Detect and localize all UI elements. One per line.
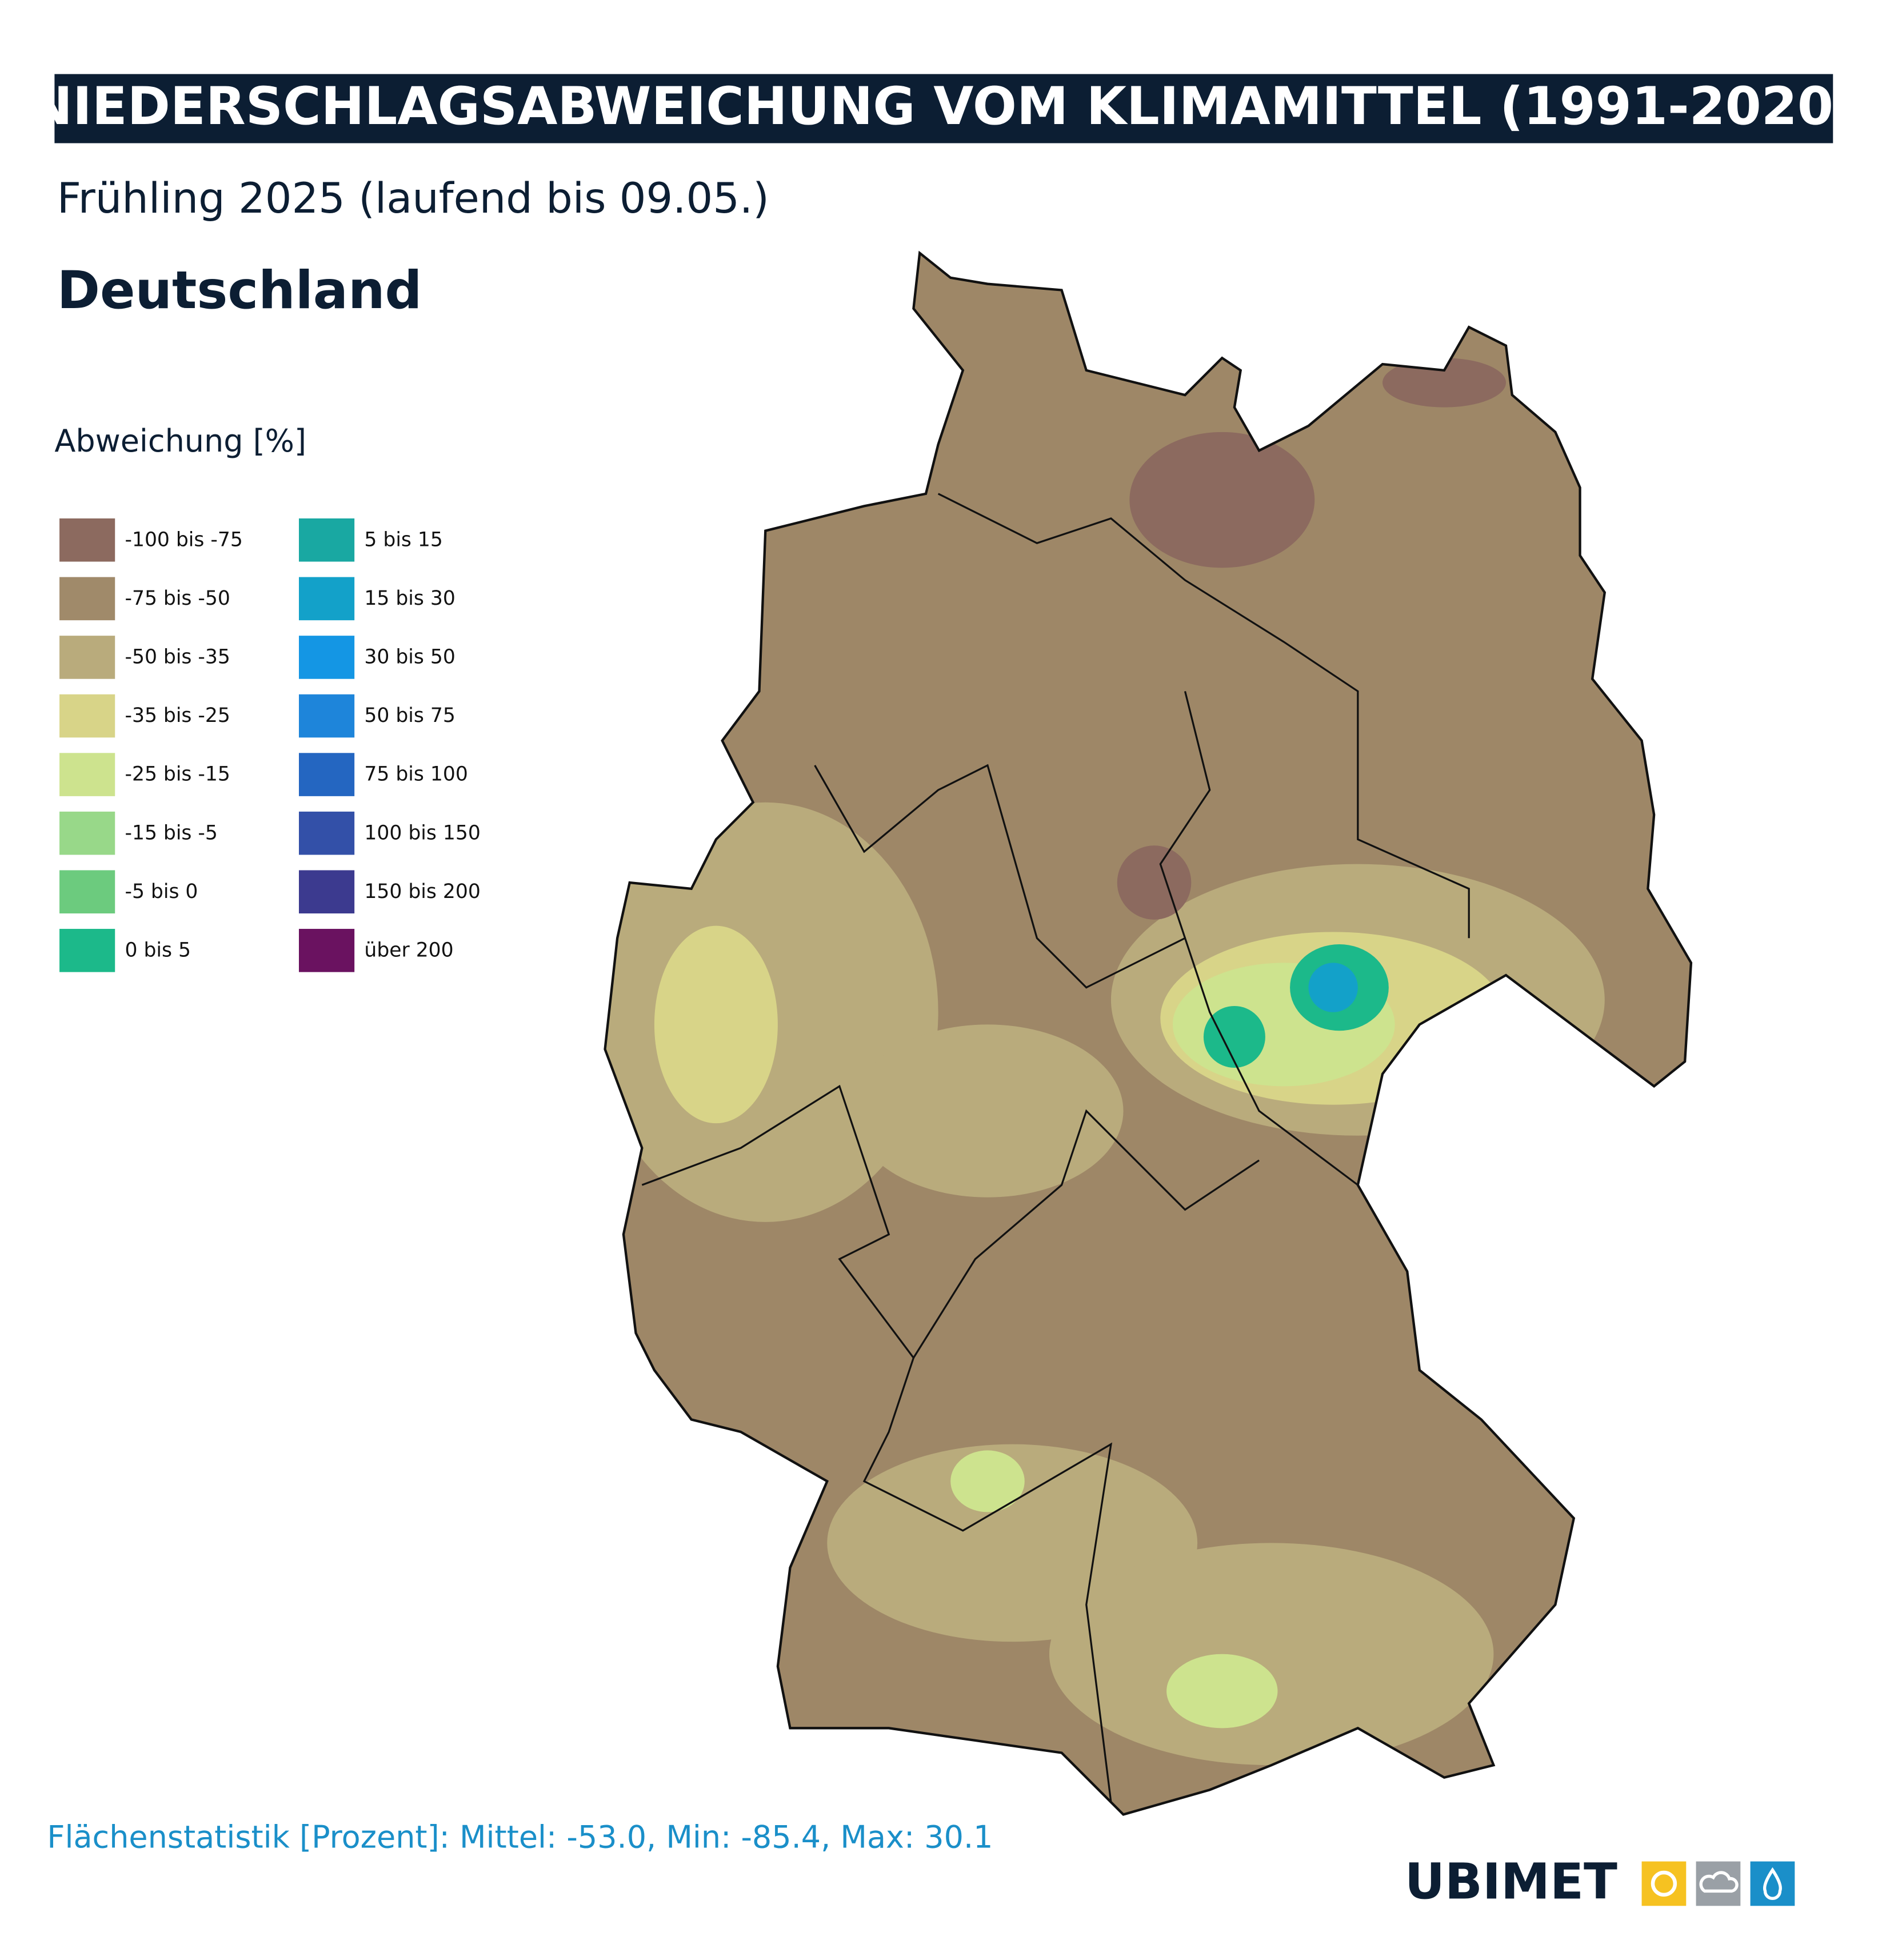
map-area bbox=[1129, 432, 1315, 568]
map-area bbox=[1049, 1543, 1494, 1766]
legend-swatch bbox=[298, 694, 355, 738]
legend-swatch bbox=[59, 870, 115, 914]
logo-drop bbox=[1763, 1867, 1782, 1901]
legend-swatch bbox=[59, 811, 115, 855]
state-border bbox=[1159, 690, 1211, 939]
legend-swatch bbox=[298, 870, 355, 914]
region: Deutschland bbox=[57, 261, 422, 321]
map-area bbox=[1308, 963, 1358, 1012]
title: NIEDERSCHLAGSABWEICHUNG VOM KLIMAMITTEL … bbox=[29, 77, 1857, 137]
map-area bbox=[950, 1450, 1025, 1512]
map-area bbox=[654, 925, 778, 1124]
subtitle: Frühling 2025 (laufend bis 09.05.) bbox=[57, 174, 769, 223]
legend-label: -5 bis 0 bbox=[125, 880, 198, 903]
legend-swatch bbox=[59, 753, 115, 796]
legend-swatch bbox=[298, 636, 355, 679]
legend-swatch bbox=[298, 577, 355, 621]
legend-label: 30 bis 50 bbox=[364, 646, 455, 669]
state-borders bbox=[641, 493, 1470, 1803]
logo-cloud bbox=[1699, 1871, 1739, 1893]
legend-label: 0 bis 5 bbox=[125, 939, 190, 961]
legend-swatch bbox=[59, 518, 115, 562]
map-area bbox=[1166, 1654, 1278, 1729]
legend-swatch bbox=[59, 577, 115, 621]
legend-label: 5 bis 15 bbox=[364, 528, 442, 551]
title-bar bbox=[54, 74, 1833, 143]
legend-label: -50 bis -35 bbox=[125, 646, 230, 669]
legend-label: -15 bis -5 bbox=[125, 821, 217, 844]
legend-swatch bbox=[298, 518, 355, 562]
legend-label: über 200 bbox=[364, 939, 453, 961]
legend-swatch bbox=[298, 753, 355, 796]
logo-text: UBIMET bbox=[1405, 1854, 1617, 1911]
legend-title: Abweichung [%] bbox=[54, 423, 306, 459]
state-border bbox=[814, 764, 1358, 1186]
map-area bbox=[1117, 845, 1192, 920]
legend-label: 100 bis 150 bbox=[364, 821, 480, 844]
legend-label: -25 bis -15 bbox=[125, 763, 230, 786]
legend-swatch bbox=[59, 694, 115, 738]
legend: -100 bis -75 -75 bis -50 -50 bis -35 -35 bi… bbox=[59, 518, 481, 972]
legend-label: -75 bis -50 bbox=[125, 587, 230, 610]
legend-label: 75 bis 100 bbox=[364, 763, 467, 786]
legend-label: 15 bis 30 bbox=[364, 587, 455, 610]
statistics: Flächenstatistik [Prozent]: Mittel: -53.… bbox=[47, 1819, 993, 1855]
legend-label: -35 bis -25 bbox=[125, 704, 230, 727]
state-border bbox=[862, 1357, 1113, 1803]
logo-icon-sun bbox=[1641, 1861, 1687, 1906]
legend-label: 50 bis 75 bbox=[364, 704, 455, 727]
map-area bbox=[1382, 358, 1507, 408]
legend-label: -100 bis -75 bbox=[125, 528, 242, 551]
legend-swatch bbox=[59, 929, 115, 972]
map-area bbox=[852, 1024, 1124, 1197]
legend-swatch bbox=[59, 636, 115, 679]
legend-label: 150 bis 200 bbox=[364, 880, 480, 903]
logo-icon-cloud bbox=[1696, 1861, 1741, 1906]
map-area bbox=[1203, 1006, 1265, 1068]
state-border bbox=[937, 493, 1470, 939]
logo-sun bbox=[1651, 1870, 1677, 1897]
legend-swatch bbox=[298, 929, 355, 972]
legend-swatch bbox=[298, 811, 355, 855]
country-border bbox=[604, 250, 1693, 1816]
